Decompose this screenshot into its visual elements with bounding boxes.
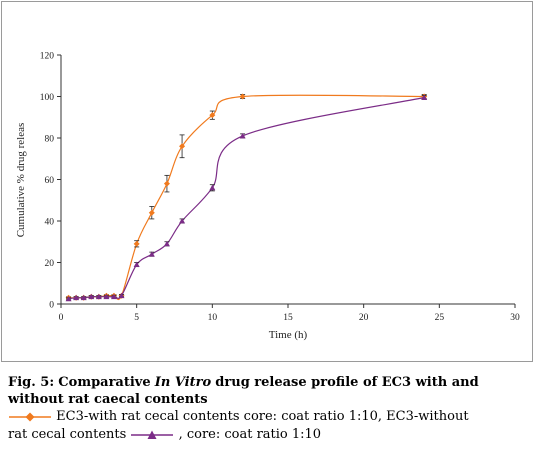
caption-title-line2: without rat caecal contents	[8, 392, 208, 407]
series-2-point	[163, 240, 170, 247]
legend-line-2: rat cecal contents , core: coat ratio 1:…	[8, 426, 530, 444]
caption-title-part1: Comparative	[58, 375, 151, 390]
series-2-point	[103, 293, 110, 300]
figure-caption: Fig. 5: Comparative In Vitro drug releas…	[8, 374, 530, 444]
x-tick-label: 15	[283, 313, 293, 323]
series-2-point	[179, 218, 186, 224]
caption-title-italic: In Vitro	[154, 375, 212, 390]
series-1-point	[133, 240, 140, 247]
caption-title-line-2: without rat caecal contents	[8, 391, 530, 408]
x-tick-label: 20	[359, 313, 369, 323]
series-2-point	[73, 294, 80, 301]
series-2-point	[110, 293, 117, 300]
y-tick-label: 40	[45, 218, 55, 228]
chart-svg: 0 20 40 60 80 100 120 0 5 10 15 20 25 30 Time (h) Cum…	[15, 52, 520, 342]
series-2-line	[68, 96, 425, 300]
series-2-point	[239, 132, 246, 139]
axes: 0 20 40 60 80 100 120 0 5 10 15 20 25 30	[40, 52, 520, 324]
series-2-point	[88, 293, 95, 300]
legend-text-2-prefix: rat cecal contents	[8, 427, 127, 442]
series-1-point	[148, 209, 155, 216]
series-1-point	[179, 143, 186, 150]
x-tick-label: 10	[208, 313, 218, 323]
legend-swatch-purple-triangle	[131, 430, 174, 439]
y-tick-label: 20	[45, 259, 55, 269]
series-2-point	[133, 261, 140, 267]
series-1-point	[209, 112, 216, 119]
caption-title-part2: drug release profile of EC3 with and	[215, 375, 479, 390]
y-axis-label: Cumulative % drug releas	[15, 123, 27, 238]
series-layer	[65, 93, 428, 302]
series-1-line	[68, 94, 425, 301]
x-tick-label: 30	[510, 313, 520, 323]
y-tick-label: 80	[45, 135, 55, 145]
x-tick-label: 0	[59, 313, 64, 323]
legend-text-2-suffix: , core: coat ratio 1:10	[178, 427, 322, 442]
x-tick-label: 5	[134, 313, 139, 323]
series-2-point	[421, 94, 428, 100]
y-tick-label: 60	[45, 176, 55, 186]
y-tick-label: 0	[49, 301, 54, 311]
x-tick-label: 25	[435, 313, 445, 323]
fig-label: Fig. 5:	[8, 375, 55, 390]
series-2-point	[209, 184, 216, 191]
series-1-point	[239, 93, 246, 100]
legend-swatch-orange-diamond	[9, 412, 51, 421]
series-2-point	[148, 251, 155, 257]
series-2-point	[95, 293, 102, 300]
legend-text-1: EC3-with rat cecal contents core: coat r…	[56, 409, 469, 424]
y-tick-label: 100	[40, 93, 55, 103]
legend-line-1: EC3-with rat cecal contents core: coat r…	[8, 408, 530, 426]
series-1-point	[163, 180, 170, 187]
series-2-point	[118, 292, 125, 299]
x-axis-label: Time (h)	[269, 329, 308, 341]
y-tick-label: 120	[40, 52, 55, 62]
series-2-point	[80, 294, 87, 301]
series-2-point	[65, 295, 72, 302]
plot-frame	[1, 1, 533, 362]
caption-title-line-1: Fig. 5: Comparative In Vitro drug releas…	[8, 374, 530, 391]
